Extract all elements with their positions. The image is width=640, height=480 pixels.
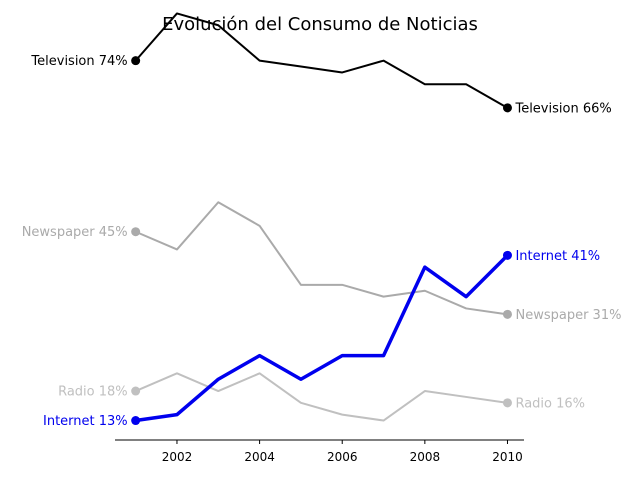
end-label-newspaper: Newspaper 31% [515, 308, 621, 323]
series-group [131, 12, 512, 426]
series-line-internet [133, 253, 510, 423]
start-label-newspaper: Newspaper 45% [22, 225, 128, 240]
series-line-radio [134, 372, 509, 422]
end-label-radio: Radio 16% [515, 396, 585, 411]
end-label-television: Television 66% [514, 101, 611, 116]
x-tick-label-2008: 2008 [410, 450, 441, 464]
x-tick-label-2002: 2002 [162, 450, 193, 464]
x-tick-label-2006: 2006 [327, 450, 358, 464]
start-marker-radio [131, 386, 141, 396]
x-axis-ticks: 2002 2004 2006 2008 2010 [162, 440, 523, 464]
end-marker-radio [502, 398, 512, 408]
chart-title: Evolución del Consumo de Noticias [162, 14, 478, 35]
end-marker-newspaper [502, 309, 512, 319]
start-marker-internet [131, 416, 141, 426]
start-marker-newspaper [131, 227, 141, 237]
end-marker-television [502, 103, 512, 113]
x-tick-label-2010: 2010 [492, 450, 523, 464]
start-marker-television [131, 56, 141, 66]
series-line-newspaper [134, 201, 509, 316]
start-label-television: Television 74% [30, 54, 127, 69]
start-label-radio: Radio 18% [58, 385, 128, 400]
end-marker-internet [502, 250, 512, 260]
end-label-internet: Internet 41% [515, 249, 600, 264]
x-tick-label-2004: 2004 [244, 450, 275, 464]
series-line-television [134, 12, 509, 109]
start-label-internet: Internet 13% [43, 414, 128, 429]
series-labels: Television 74% Television 66% Newspaper 45… [22, 54, 622, 429]
